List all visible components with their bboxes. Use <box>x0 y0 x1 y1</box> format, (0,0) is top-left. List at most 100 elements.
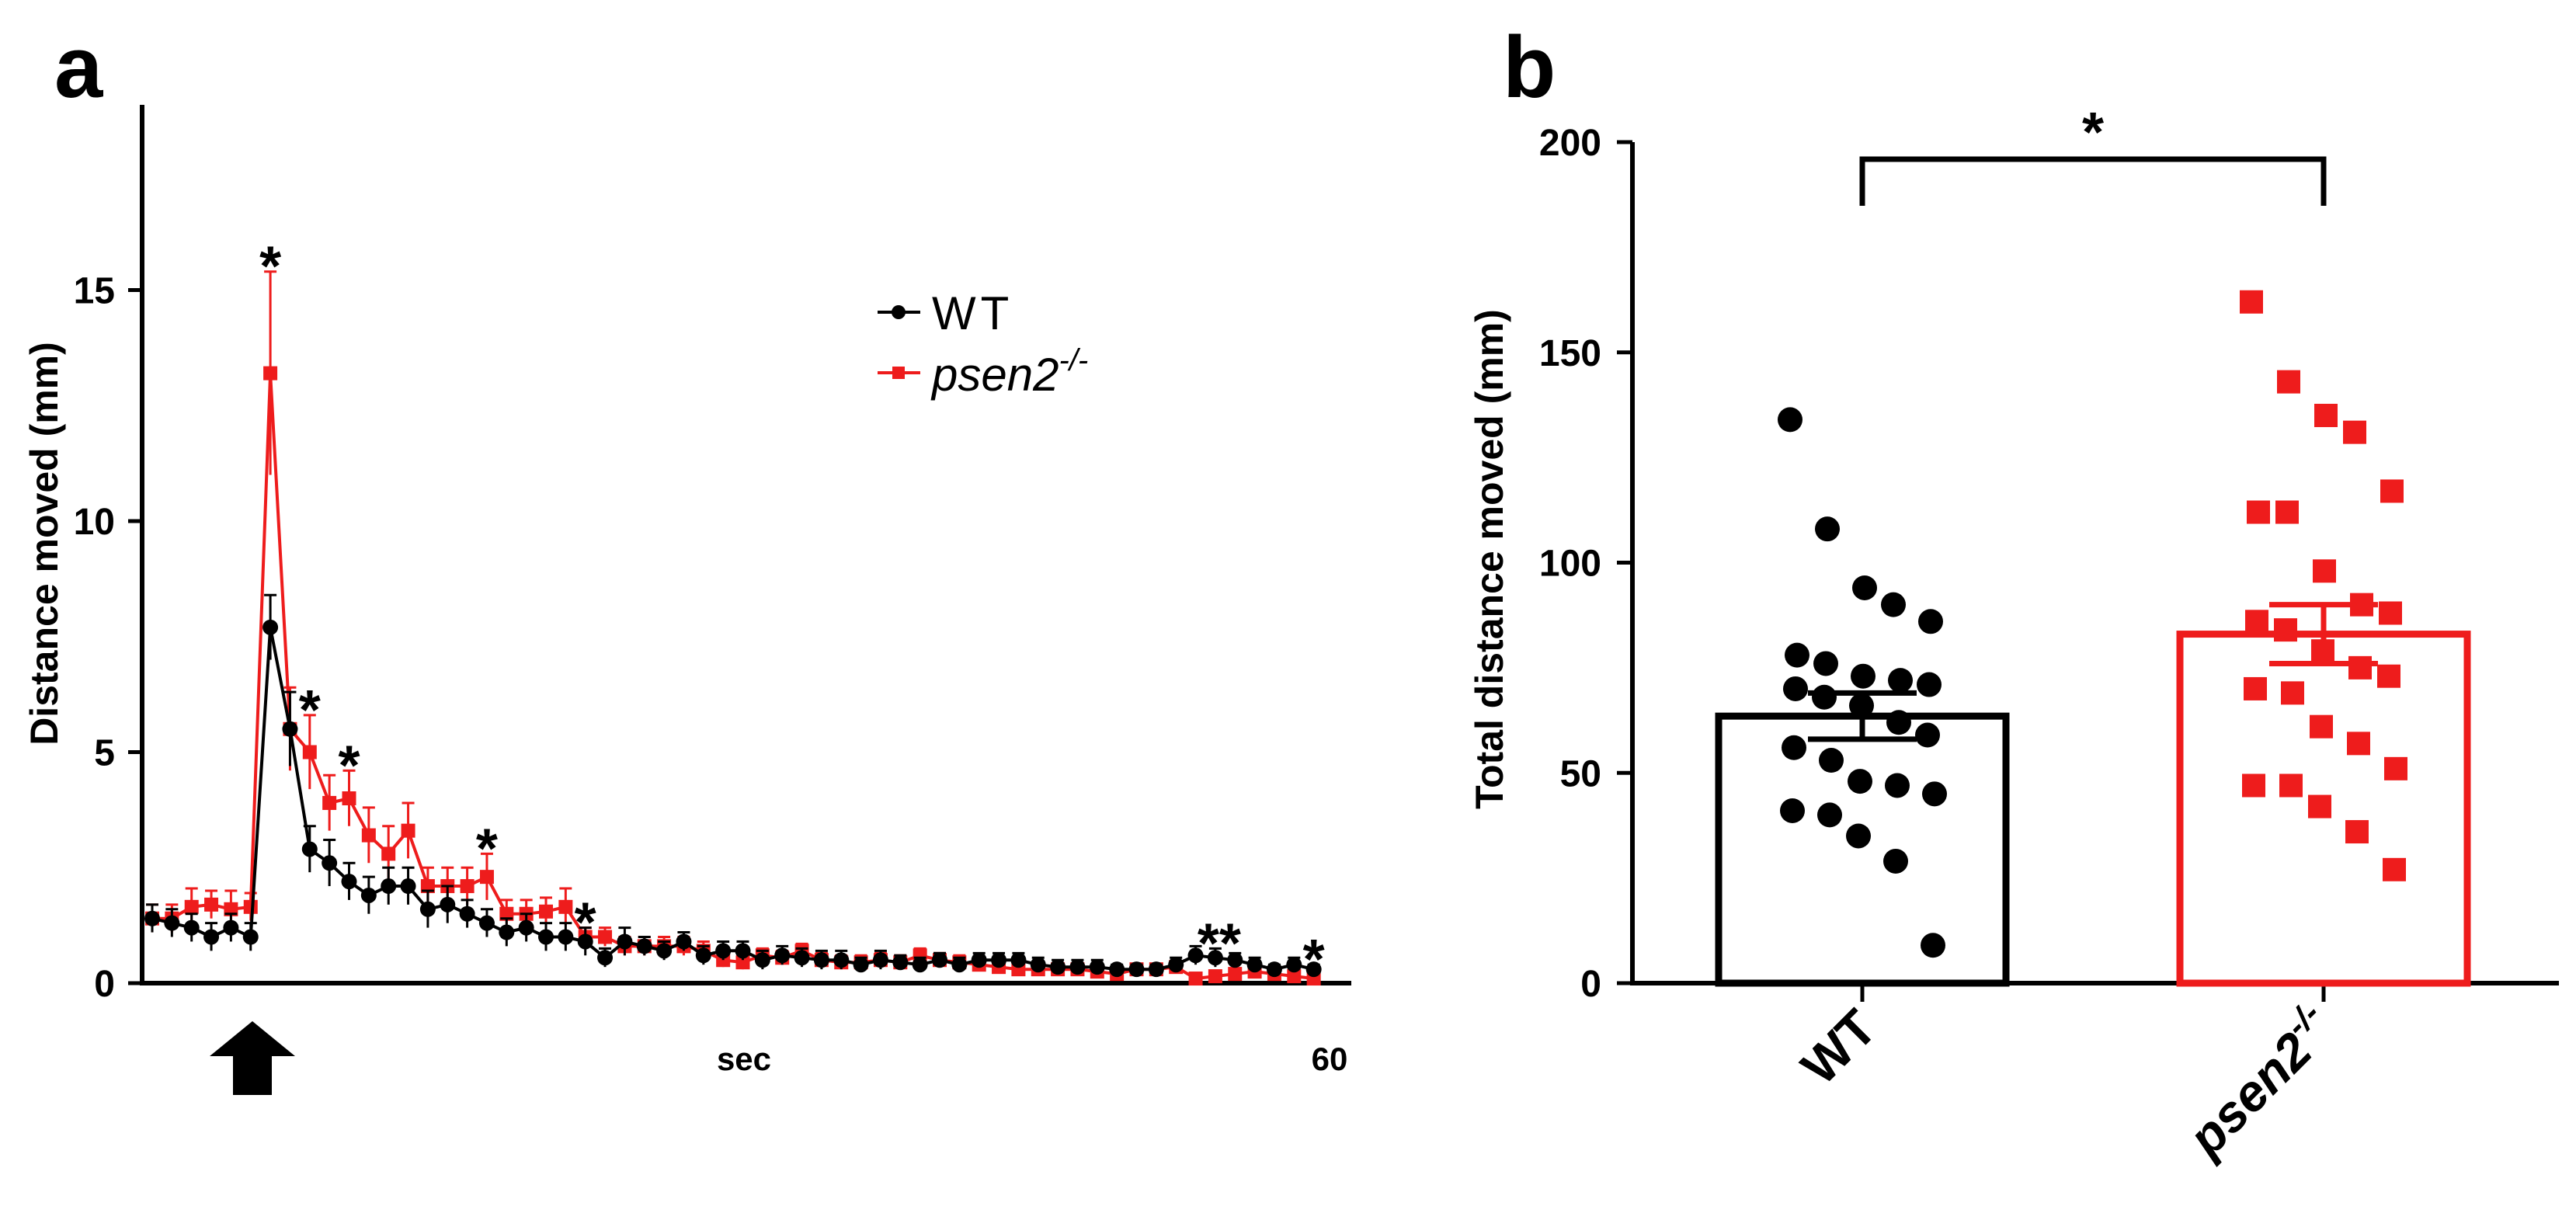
data-point <box>1148 961 1164 978</box>
data-point <box>2247 500 2270 524</box>
y-tick-label: 200 <box>1539 123 1601 164</box>
data-point <box>1228 967 1243 982</box>
data-point <box>2348 655 2372 680</box>
data-point <box>360 887 377 903</box>
data-point <box>302 745 317 759</box>
data-point <box>598 930 613 944</box>
data-point <box>2277 370 2300 394</box>
data-point <box>1888 668 1913 693</box>
data-point <box>2345 820 2369 844</box>
data-point <box>2313 559 2336 583</box>
y-tick-label: 10 <box>74 502 115 543</box>
series-wt <box>144 593 1322 978</box>
data-point <box>735 955 750 970</box>
legend-mutant-marker <box>892 367 905 379</box>
data-point <box>2343 420 2366 444</box>
data-point <box>2244 676 2267 700</box>
data-point <box>2279 773 2303 798</box>
legend-wt-marker <box>892 305 906 319</box>
data-point <box>2380 479 2404 503</box>
data-point <box>1305 961 1322 978</box>
data-point <box>263 366 278 381</box>
data-point <box>695 947 711 964</box>
panel-b-label: b <box>1503 19 1556 116</box>
data-point <box>203 929 220 945</box>
data-point <box>833 952 850 968</box>
data-point <box>538 929 554 945</box>
data-point <box>1921 933 1945 958</box>
data-point <box>1915 722 1940 748</box>
panel-b-category-labels: WT psen2-/- <box>1790 995 2327 1168</box>
data-point <box>144 910 160 926</box>
data-point <box>1819 748 1844 773</box>
data-point <box>1885 773 1910 798</box>
data-point <box>1187 947 1204 964</box>
data-point <box>1846 823 1871 849</box>
data-point <box>459 905 475 922</box>
data-point <box>1812 684 1837 710</box>
data-point <box>243 899 258 914</box>
data-point <box>617 933 633 950</box>
data-point <box>479 870 494 885</box>
data-point <box>2275 500 2299 524</box>
data-point <box>361 828 376 843</box>
data-point <box>1881 592 1906 617</box>
data-point <box>1246 957 1263 973</box>
data-point <box>1817 802 1842 828</box>
data-point <box>991 952 1007 968</box>
stimulus-arrow-icon <box>210 1021 295 1095</box>
data-point <box>1851 663 1876 689</box>
data-point <box>2377 664 2400 688</box>
data-point <box>1922 781 1947 807</box>
data-point <box>754 952 770 968</box>
data-point <box>440 896 456 912</box>
data-point <box>2379 601 2402 625</box>
y-tick-label: 100 <box>1539 544 1601 585</box>
data-point <box>2347 732 2370 756</box>
data-point <box>1109 961 1125 978</box>
significance-star: * <box>1303 929 1325 991</box>
data-point <box>341 874 357 890</box>
data-point <box>1780 798 1805 823</box>
data-point <box>951 957 968 973</box>
data-point <box>1813 651 1838 676</box>
data-point <box>558 899 573 914</box>
category-label-wt: WT <box>1790 999 1887 1096</box>
data-point <box>282 721 298 737</box>
data-point <box>322 855 338 871</box>
data-point <box>460 879 475 894</box>
panel-a-x-end-label: 60 <box>1312 1041 1348 1077</box>
data-point <box>1785 642 1809 668</box>
data-point <box>301 841 318 857</box>
data-point <box>1168 957 1184 973</box>
data-point <box>539 904 553 919</box>
y-tick-label: 50 <box>1560 753 1601 794</box>
data-point <box>892 954 909 971</box>
data-point <box>735 943 751 959</box>
data-point <box>2384 756 2407 780</box>
legend-mutant-label-sup: -/- <box>1059 343 1088 377</box>
data-point <box>1883 848 1908 874</box>
data-point <box>1128 961 1145 978</box>
data-point <box>715 943 732 959</box>
data-point <box>2274 618 2297 642</box>
data-point <box>1918 609 1943 634</box>
data-point <box>1188 972 1203 986</box>
y-tick-label: 15 <box>74 271 115 312</box>
data-point <box>912 957 928 973</box>
y-tick-label: 150 <box>1539 333 1601 374</box>
data-point <box>204 897 219 912</box>
data-point <box>1852 575 1877 600</box>
data-point <box>183 919 200 936</box>
data-point <box>262 619 279 635</box>
data-point <box>1030 957 1046 973</box>
data-point <box>1286 957 1302 973</box>
data-point <box>499 924 515 940</box>
panel-a-series-layer <box>144 270 1322 986</box>
panel-a-x-axis-title: sec <box>717 1041 771 1077</box>
legend-wt-label: WT <box>932 287 1013 339</box>
significance-star: ** <box>1198 912 1241 975</box>
panel-b-y-axis-title: Total distance moved (mm) <box>1468 309 1511 809</box>
data-point <box>1783 676 1808 701</box>
